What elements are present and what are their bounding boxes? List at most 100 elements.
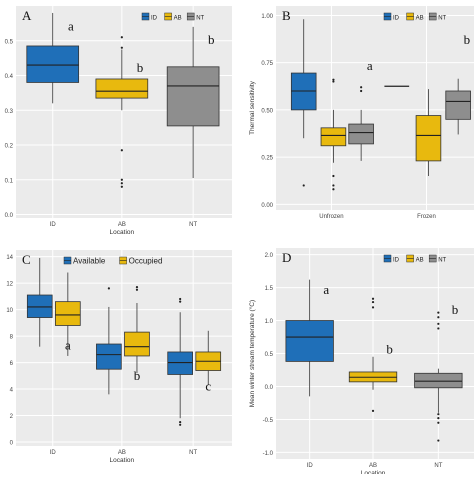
y-tick-label: 2.0 xyxy=(265,253,274,259)
legend-label: ID xyxy=(393,258,400,264)
panel-c: 0 2 4 6 8 10 12 14 ID AB NT a b c C Available Occupied Lo… xyxy=(6,250,232,464)
legend-label: NT xyxy=(438,258,446,264)
legend-label: Available xyxy=(73,257,106,266)
outlier-point xyxy=(437,413,440,416)
outlier-point xyxy=(437,316,440,319)
significance-letter: a xyxy=(323,282,329,297)
box-iqr xyxy=(26,294,53,318)
x-tick-label: NT xyxy=(434,463,442,469)
box-nt-nt xyxy=(414,311,463,442)
panel-letter: A xyxy=(22,8,32,23)
outlier-point xyxy=(179,297,182,301)
outlier-point xyxy=(360,89,363,93)
x-axis-label: Location xyxy=(110,457,135,464)
box-unfrozen-nt xyxy=(348,86,374,161)
box-frozen-nt xyxy=(445,78,471,135)
significance-letter: b xyxy=(137,60,144,75)
box-iqr xyxy=(320,127,347,147)
panel-letter: D xyxy=(282,250,291,265)
box-ab-available xyxy=(96,287,122,395)
outlier-point xyxy=(107,287,110,290)
x-tick-label: ID xyxy=(50,450,57,456)
x-tick-label: ID xyxy=(50,222,57,228)
outlier-point xyxy=(179,300,182,303)
box-nt-nt xyxy=(166,26,220,179)
significance-letter: a xyxy=(68,18,74,33)
outlier-point xyxy=(332,78,335,81)
box-id-occupied xyxy=(55,272,81,356)
x-tick-label: AB xyxy=(118,222,126,228)
outlier-point xyxy=(135,285,139,289)
plot-background xyxy=(16,250,232,446)
y-tick-label: 0.5 xyxy=(265,352,274,358)
x-tick-label: NT xyxy=(189,222,197,228)
outlier-point xyxy=(437,327,440,330)
significance-letter: b xyxy=(452,302,459,317)
legend-label: ID xyxy=(151,16,158,22)
outlier-point xyxy=(332,188,335,191)
y-tick-label: 0.00 xyxy=(261,203,273,209)
y-tick-label: 0.0 xyxy=(5,213,14,219)
significance-letter: a xyxy=(65,337,71,352)
panel-letter: B xyxy=(282,8,291,23)
significance-letter: b xyxy=(386,342,393,357)
x-tick-label: ID xyxy=(307,463,314,469)
box-frozen-ab xyxy=(415,89,442,176)
box-id-id xyxy=(26,12,80,104)
legend-label: NT xyxy=(438,16,446,22)
outlier-point xyxy=(437,311,440,314)
panel-d: -1.0 -0.5 0.0 0.5 1.0 1.5 2.0 ID AB NT a b b D ID AB NT L… xyxy=(248,248,474,477)
y-tick-label: 1.5 xyxy=(265,286,274,292)
box-iqr xyxy=(167,351,193,375)
box-iqr xyxy=(348,123,374,145)
box-id-available xyxy=(26,257,53,347)
outlier-point xyxy=(120,185,123,188)
outlier-point xyxy=(120,36,123,39)
outlier-point xyxy=(179,421,182,424)
outlier-point xyxy=(437,322,440,325)
y-axis-label: Thermal sensitivity xyxy=(249,80,256,135)
outlier-point xyxy=(332,174,335,178)
legend: ID AB NT xyxy=(141,12,205,22)
y-tick-label: 0.4 xyxy=(5,74,14,80)
outlier-point xyxy=(135,288,139,291)
significance-letter: b xyxy=(134,368,141,383)
y-tick-label: 0 xyxy=(10,441,14,447)
legend-label: Occupied xyxy=(129,257,163,266)
y-tick-label: 10 xyxy=(6,308,13,314)
y-tick-label: 8 xyxy=(10,335,14,341)
y-tick-label: 1.0 xyxy=(265,319,274,325)
y-tick-label: 0.2 xyxy=(5,144,14,150)
legend: ID AB NT xyxy=(383,254,447,264)
x-tick-label: NT xyxy=(189,450,197,456)
y-tick-label: 0.50 xyxy=(261,108,273,114)
legend-label: NT xyxy=(196,16,204,22)
y-tick-label: 14 xyxy=(6,255,13,261)
outlier-point xyxy=(371,297,375,300)
x-axis-label: Location xyxy=(361,470,386,474)
box-iqr xyxy=(285,320,334,362)
box-ab-occupied xyxy=(124,285,150,374)
significance-letter: c xyxy=(205,378,211,393)
box-nt-occupied xyxy=(195,330,222,386)
x-tick-label: Frozen xyxy=(417,214,436,220)
y-tick-label: 0.1 xyxy=(5,178,14,184)
legend: ID AB NT xyxy=(383,12,447,22)
outlier-point xyxy=(120,46,123,49)
box-iqr xyxy=(26,45,80,83)
box-ab-ab xyxy=(95,36,149,188)
legend: Available Occupied xyxy=(63,257,163,266)
outlier-point xyxy=(120,182,123,185)
outlier-point xyxy=(360,86,363,89)
x-tick-label: Unfrozen xyxy=(319,214,343,220)
significance-letter: b xyxy=(208,32,215,47)
box-unfrozen-ab xyxy=(320,78,347,191)
y-tick-label: 6 xyxy=(10,361,14,367)
outlier-point xyxy=(179,423,182,426)
outlier-point xyxy=(120,178,123,181)
box-iqr xyxy=(55,301,81,326)
x-axis-label: Location xyxy=(110,229,135,236)
outlier-point xyxy=(371,409,375,412)
y-tick-label: 1.00 xyxy=(261,14,273,20)
